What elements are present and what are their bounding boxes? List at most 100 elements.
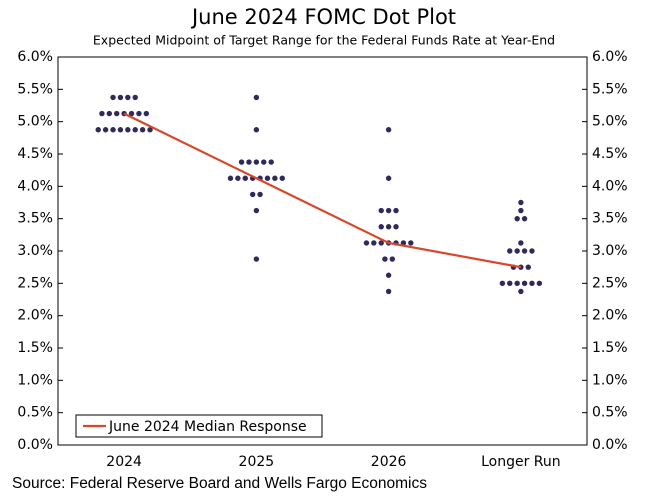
y-tick-label: 4.5% — [17, 146, 53, 162]
dot — [261, 159, 267, 165]
dot — [378, 224, 384, 230]
dot — [139, 127, 146, 133]
dot — [257, 191, 263, 198]
y-tick-label: 2.5% — [17, 275, 53, 291]
dot — [128, 110, 135, 117]
dot — [518, 288, 524, 295]
dot — [272, 175, 278, 181]
dot — [518, 199, 524, 206]
x-tick-label: 2026 — [371, 454, 407, 470]
y2-tick-label: 3.0% — [592, 243, 628, 259]
y-tick-label: 3.5% — [17, 211, 53, 227]
dot — [242, 175, 248, 181]
dot — [514, 248, 520, 254]
dot — [518, 207, 524, 214]
chart-title: June 2024 FOMC Dot Plot — [190, 5, 456, 29]
dot — [132, 127, 138, 133]
dot — [378, 207, 384, 214]
dot — [125, 127, 131, 133]
dot — [253, 94, 260, 101]
dot — [521, 215, 528, 222]
dot — [95, 127, 101, 133]
y2-tick-label: 6.0% — [592, 49, 628, 65]
dot — [385, 175, 392, 181]
dot — [117, 94, 124, 101]
y2-tick-label: 1.5% — [592, 340, 628, 356]
source-note: Source: Federal Reserve Board and Wells … — [12, 475, 427, 492]
dot — [385, 272, 392, 278]
dot — [521, 248, 528, 254]
dot — [514, 215, 520, 222]
dot — [408, 240, 414, 246]
y2-tick-label: 3.5% — [592, 211, 628, 227]
y2-tick-label: 0.0% — [592, 437, 628, 453]
dot — [110, 94, 116, 101]
x-tick-label: Longer Run — [481, 454, 561, 470]
dot — [102, 127, 109, 133]
dot — [529, 280, 535, 287]
dot — [253, 159, 260, 165]
y-tick-label: 1.0% — [17, 372, 53, 388]
dot — [279, 175, 285, 181]
dot — [521, 280, 528, 287]
median-line — [123, 112, 522, 269]
dot — [514, 280, 520, 287]
dot — [99, 110, 105, 117]
dot — [393, 224, 399, 230]
y2-tick-label: 5.5% — [592, 81, 628, 97]
dot — [518, 240, 524, 246]
dot — [378, 240, 384, 246]
y-tick-label: 3.0% — [17, 243, 53, 259]
y-tick-label: 6.0% — [17, 49, 53, 65]
dot — [264, 175, 271, 181]
chart-subtitle: Expected Midpoint of Target Range for th… — [93, 33, 555, 48]
dot — [106, 110, 113, 117]
dot — [385, 207, 392, 214]
dot — [268, 159, 274, 165]
dot — [136, 110, 142, 117]
dot — [143, 110, 150, 117]
y2-tick-label: 4.5% — [592, 146, 628, 162]
dot — [227, 175, 234, 181]
x-tick-label: 2024 — [106, 454, 142, 470]
dot — [238, 159, 245, 165]
dot — [385, 288, 392, 295]
y-tick-label: 5.5% — [17, 81, 53, 97]
dot — [385, 224, 392, 230]
dot — [389, 256, 396, 262]
y2-tick-label: 2.5% — [592, 275, 628, 291]
legend-box — [75, 414, 323, 438]
dot — [110, 127, 116, 133]
dot — [249, 191, 256, 198]
legend-label: June 2024 Median Response — [108, 419, 307, 435]
dot — [147, 127, 153, 133]
dot — [507, 248, 513, 254]
dot — [246, 159, 252, 165]
dot — [114, 110, 120, 117]
y-tick-label: 4.0% — [17, 178, 53, 194]
y2-tick-label: 2.0% — [592, 308, 628, 324]
dot — [393, 207, 399, 214]
dot — [507, 280, 513, 287]
dot — [125, 94, 131, 101]
dot — [363, 240, 370, 246]
y-tick-label: 0.5% — [17, 405, 53, 421]
x-tick-label: 2025 — [239, 454, 275, 470]
dot — [382, 256, 388, 262]
dot — [235, 175, 241, 181]
y-tick-label: 2.0% — [17, 308, 53, 324]
dot — [132, 94, 138, 101]
dot — [371, 240, 377, 246]
dot — [385, 127, 392, 133]
dot — [253, 256, 260, 262]
y2-tick-label: 1.0% — [592, 372, 628, 388]
dot — [253, 207, 260, 214]
dot — [536, 280, 543, 287]
dot — [253, 127, 260, 133]
y2-tick-label: 4.0% — [592, 178, 628, 194]
y-tick-label: 0.0% — [17, 437, 53, 453]
dot — [525, 264, 531, 270]
dot — [499, 280, 506, 287]
y-tick-label: 5.0% — [17, 114, 53, 130]
